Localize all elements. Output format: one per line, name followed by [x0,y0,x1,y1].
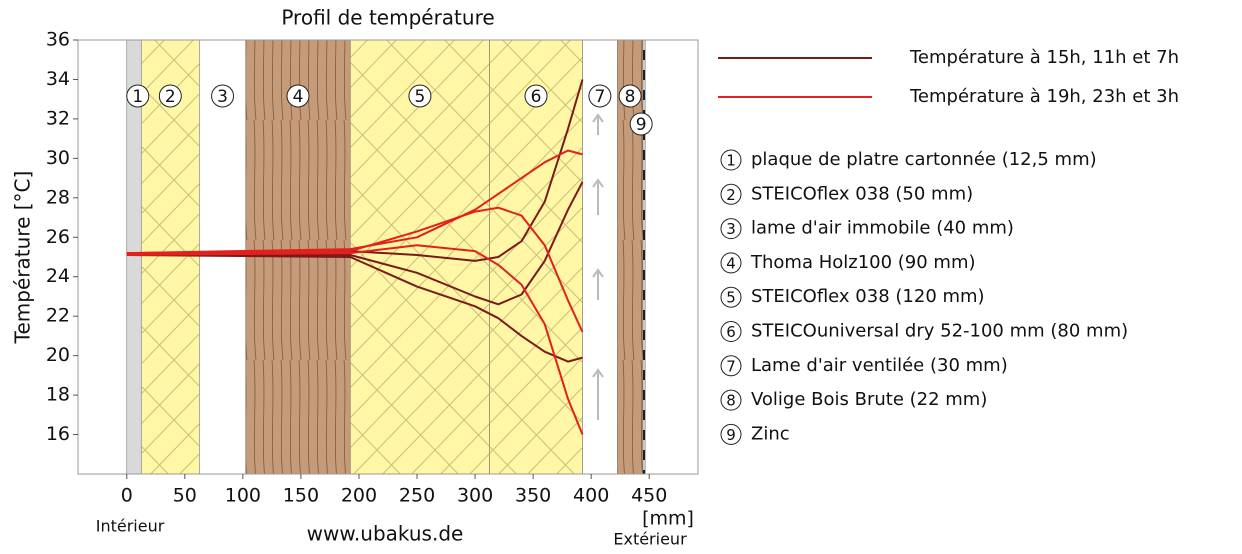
layer-number: 1 [132,87,143,107]
layer-legend-number: 6 [726,323,736,341]
x-tick-label: 350 [515,485,551,507]
layer-legend-label: lame d'air immobile (40 mm) [751,218,1014,239]
legend-label: Température à 19h, 23h et 3h [909,86,1179,107]
y-axis-label: Température [°C] [11,171,35,345]
x-tick-label: 250 [399,485,435,507]
layer-legend-label: STEICOuniversal dry 52-100 mm (80 mm) [751,321,1128,342]
x-tick-label: 300 [457,485,493,507]
layer-legend-label: Thoma Holz100 (90 mm) [750,252,976,273]
y-tick-label: 22 [46,305,70,327]
y-tick-label: 26 [46,226,70,248]
x-tick-label: 100 [225,485,261,507]
layer-legend-number: 8 [726,392,736,410]
source: www.ubakus.de [307,522,464,546]
x-tick-label: 200 [341,485,377,507]
layer-legend-label: STEICOflex 038 (120 mm) [751,286,985,307]
y-tick-label: 16 [46,423,70,445]
layer-number: 5 [415,87,426,107]
y-tick-label: 32 [46,107,70,129]
x-tick-label: 0 [121,485,133,507]
y-tick-label: 30 [46,147,70,169]
layer-legend-label: Volige Bois Brute (22 mm) [751,389,987,410]
layer-number: 3 [217,87,228,107]
x-tick-label: 50 [173,485,197,507]
layer-number: 9 [636,115,647,135]
chart-title: Profil de température [281,6,494,30]
layer-legend-label: plaque de platre cartonnée (12,5 mm) [751,149,1097,170]
layer-legend-number: 9 [726,426,736,444]
layer-legend-number: 3 [726,220,736,238]
layer-number: 7 [594,87,605,107]
interior-label: Intérieur [96,517,165,536]
layer-number: 2 [165,87,176,107]
x-tick-label: 400 [573,485,609,507]
x-tick-label: 150 [283,485,319,507]
layer-legend-number: 5 [726,289,736,307]
chart: Profil de température Température [°C] [… [0,0,1242,550]
exterior-label: Extérieur [613,530,687,549]
x-tick-label: 450 [631,485,667,507]
layer-legend-number: 2 [726,186,736,204]
y-tick-label: 18 [46,384,70,406]
layer-number: 8 [625,87,636,107]
legend-label: Température à 15h, 11h et 7h [909,47,1179,68]
layer-legend-number: 1 [726,152,736,170]
y-tick-label: 34 [46,68,70,90]
plot-area [127,40,645,474]
y-tick-label: 28 [46,186,70,208]
layer-legend-label: STEICOflex 038 (50 mm) [751,183,973,204]
layer-legend-number: 7 [726,357,736,375]
x-unit: [mm] [642,508,694,530]
layer-number: 6 [531,87,542,107]
y-tick-label: 36 [46,29,70,51]
y-tick-label: 20 [46,344,70,366]
y-tick-label: 24 [46,265,70,287]
layer-legend-label: Zinc [751,423,790,444]
layer-legend-label: Lame d'air ventilée (30 mm) [751,355,1008,376]
layer-legend-number: 4 [726,254,736,272]
layer-number: 4 [293,87,304,107]
